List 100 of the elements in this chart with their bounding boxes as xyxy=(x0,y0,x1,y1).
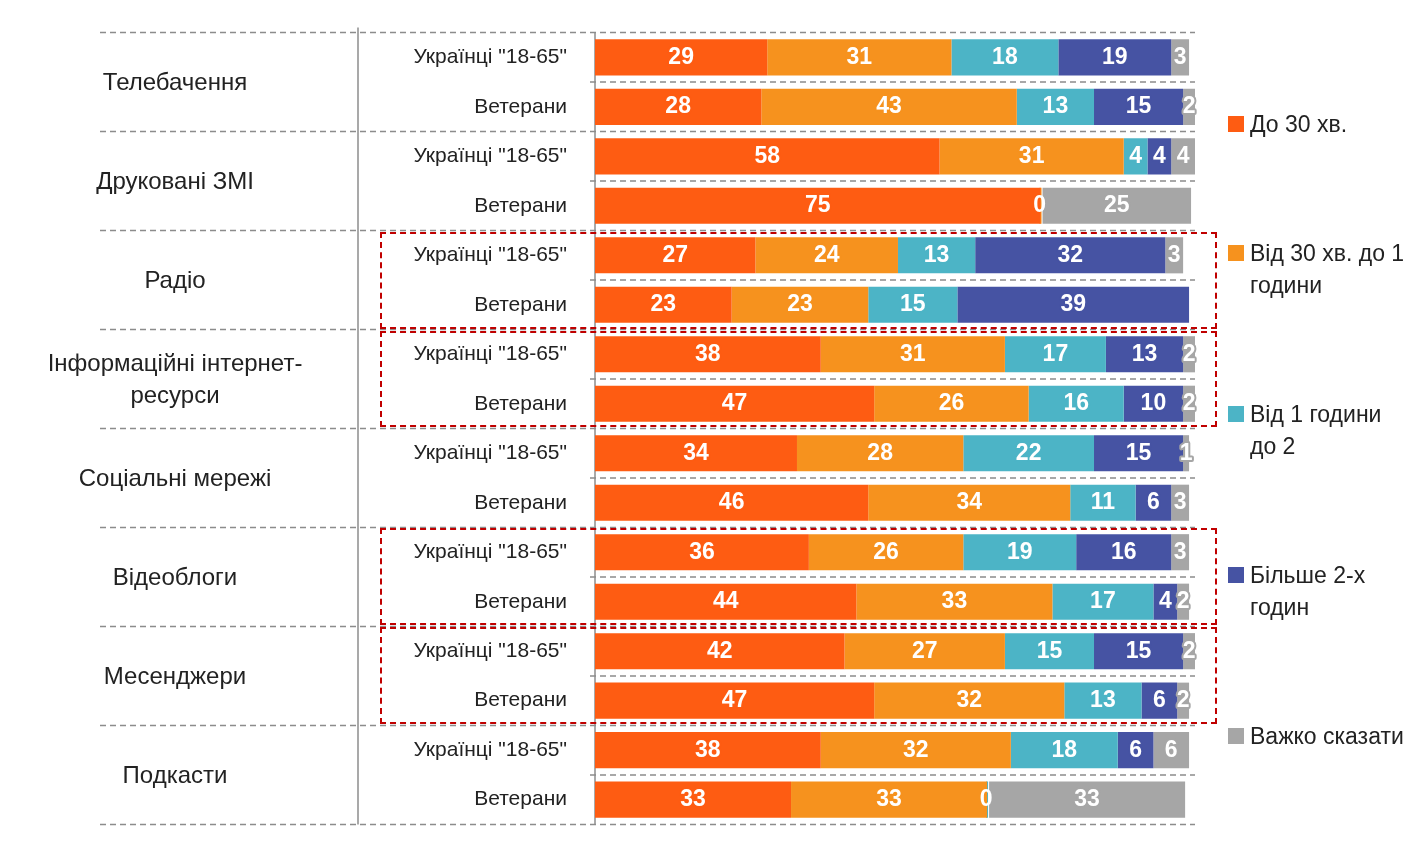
data-label: 43 xyxy=(876,92,902,119)
data-label: 25 xyxy=(1104,191,1130,218)
data-label: 17 xyxy=(1090,587,1116,614)
data-label: 19 xyxy=(1102,42,1128,69)
data-label: 33 xyxy=(941,587,968,614)
legend-label: Від 1 години до 2 xyxy=(1250,400,1383,461)
bar xyxy=(595,534,809,571)
y-tick-label: Українці "18-65" xyxy=(413,242,567,266)
y-tick-label: Українці "18-65" xyxy=(413,44,567,68)
bar xyxy=(939,138,1124,175)
bar xyxy=(856,583,1053,620)
data-label: 31 xyxy=(1018,141,1045,168)
data-label: 18 xyxy=(1051,735,1078,762)
data-label: 47 xyxy=(721,686,748,713)
data-label: 38 xyxy=(695,339,721,366)
data-label: 4 xyxy=(1158,587,1172,614)
data-label: 31 xyxy=(900,339,926,366)
text: Друковані ЗМІ xyxy=(95,166,255,197)
bar xyxy=(820,336,1005,373)
y-tick-label: Ветерани xyxy=(474,687,567,711)
bar xyxy=(595,88,762,125)
data-label: 11 xyxy=(1090,488,1116,515)
bar xyxy=(874,385,1029,422)
bar xyxy=(874,682,1065,719)
data-label: 28 xyxy=(665,92,692,119)
data-label: 26 xyxy=(938,389,965,416)
data-label: 2 xyxy=(1182,636,1196,663)
y-tick-label: Ветерани xyxy=(474,489,567,513)
data-label: 15 xyxy=(1125,636,1152,663)
data-label: 13 xyxy=(923,240,950,267)
legend-label: Від 30 хв. до 1 години xyxy=(1250,239,1406,301)
data-label: 3 xyxy=(1167,240,1181,267)
data-label: 4 xyxy=(1176,141,1190,168)
bar xyxy=(595,138,940,175)
bar xyxy=(595,682,875,719)
bar xyxy=(595,336,821,373)
data-label: 42 xyxy=(706,636,733,663)
data-label: 38 xyxy=(695,735,721,762)
bar xyxy=(755,237,898,274)
data-label: 13 xyxy=(1090,686,1116,713)
bar xyxy=(595,781,792,818)
data-label: 16 xyxy=(1110,537,1137,564)
bar xyxy=(767,39,952,76)
data-label: 16 xyxy=(1063,389,1089,416)
y-tick-label: Українці "18-65" xyxy=(413,143,567,167)
data-label: 29 xyxy=(668,42,694,69)
data-label: 2 xyxy=(1182,389,1196,416)
legend-label: Більше 2-х годин xyxy=(1250,560,1367,622)
bar xyxy=(761,88,1017,125)
bar xyxy=(844,633,1005,670)
data-label: 6 xyxy=(1129,735,1142,762)
y-tick-label: Українці "18-65" xyxy=(413,637,567,661)
data-label: 15 xyxy=(1125,438,1152,465)
data-label: 33 xyxy=(680,785,706,811)
data-label: 6 xyxy=(1164,735,1178,762)
data-label: 2 xyxy=(1182,339,1196,366)
y-tick-label: Ветерани xyxy=(474,291,567,315)
y-tick-label: Українці "18-65" xyxy=(413,440,567,464)
data-label: 13 xyxy=(1042,92,1069,119)
data-label: 17 xyxy=(1042,339,1069,366)
data-label: 18 xyxy=(992,42,1018,69)
data-label: 26 xyxy=(873,537,899,564)
bar xyxy=(975,237,1166,274)
bar xyxy=(595,484,869,521)
data-label: 15 xyxy=(1125,92,1152,119)
data-label: 2 xyxy=(1176,587,1190,614)
data-label: 3 xyxy=(1173,537,1187,564)
data-label: 27 xyxy=(911,636,938,663)
bar xyxy=(595,39,768,76)
data-label: 44 xyxy=(712,587,739,614)
data-label: 58 xyxy=(754,141,781,168)
bar xyxy=(808,534,964,571)
data-label: 22 xyxy=(1015,438,1042,465)
data-label: 75 xyxy=(804,191,831,218)
text: Інформаційні інтернет-ресурси xyxy=(46,348,304,410)
bar xyxy=(868,484,1071,521)
bar xyxy=(595,237,756,274)
y-tick-label: Ветерани xyxy=(474,786,567,810)
y-tick-label: Українці "18-65" xyxy=(413,539,567,563)
data-label: 39 xyxy=(1060,290,1087,317)
data-label: 10 xyxy=(1140,389,1167,416)
text: Месенджери xyxy=(102,660,248,691)
bar xyxy=(595,732,821,769)
y-tick-label: Ветерани xyxy=(474,93,567,117)
text: Відеоблоги xyxy=(111,561,239,592)
bar xyxy=(595,583,857,620)
data-label: 15 xyxy=(900,290,926,317)
bar xyxy=(595,385,875,422)
data-label: 34 xyxy=(683,438,709,465)
data-label: 3 xyxy=(1173,488,1187,515)
data-label: 31 xyxy=(846,42,873,69)
data-label: 13 xyxy=(1131,339,1158,366)
data-label: 6 xyxy=(1152,686,1166,713)
data-label: 23 xyxy=(650,290,677,317)
bar xyxy=(957,286,1190,323)
legend-label: Важко сказати xyxy=(1250,721,1404,751)
data-label: 32 xyxy=(1057,240,1084,267)
data-label: 27 xyxy=(662,240,688,267)
bar xyxy=(820,732,1011,769)
data-label: 33 xyxy=(1074,785,1100,811)
